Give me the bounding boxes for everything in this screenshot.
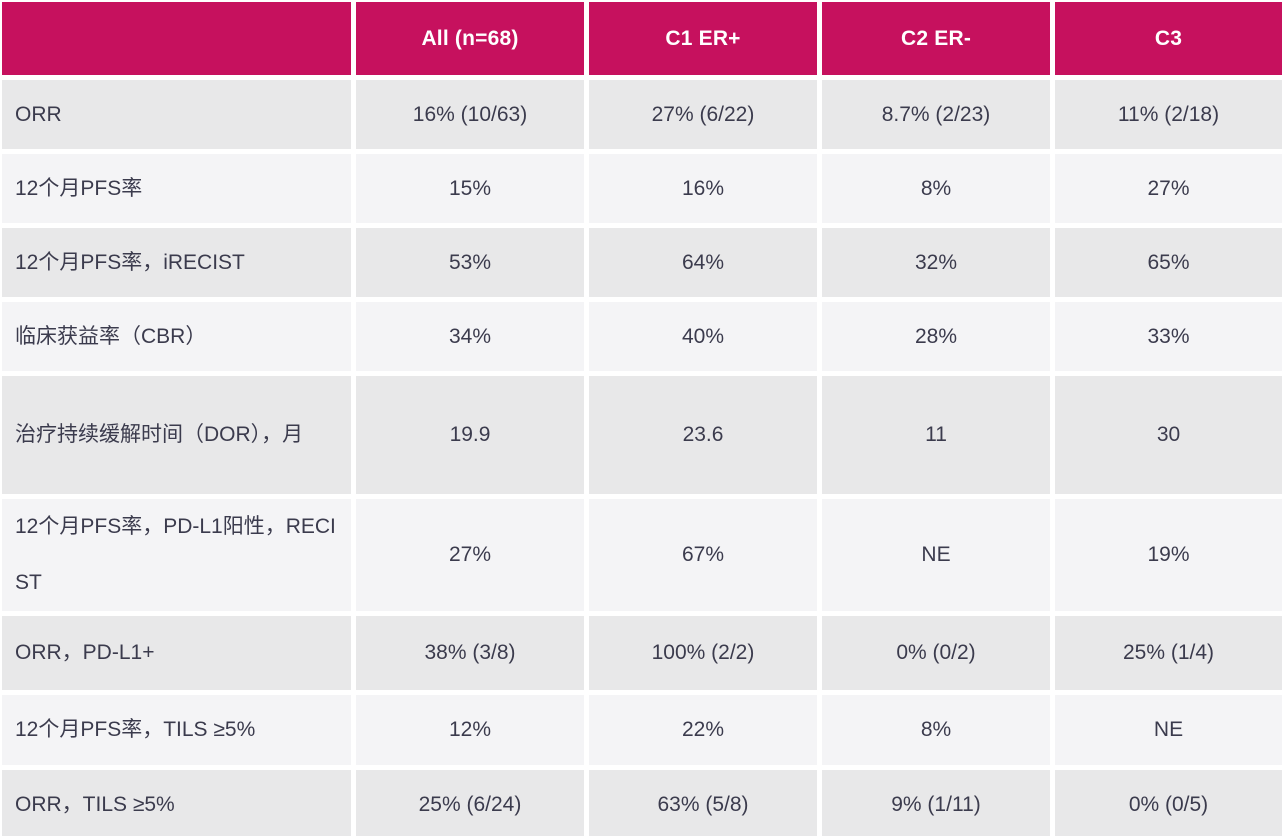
table-row: 临床获益率（CBR） 34% 40% 28% 33% xyxy=(2,302,1282,371)
cell-value: 40% xyxy=(589,302,817,371)
row-label: 12个月PFS率，iRECIST xyxy=(2,228,351,297)
cell-value: 0% (0/5) xyxy=(1055,770,1282,836)
header-row: All (n=68) C1 ER+ C2 ER- C3 xyxy=(2,2,1282,75)
cell-value: 8% xyxy=(822,154,1050,223)
table-row: 12个月PFS率，TILS ≥5% 12% 22% 8% NE xyxy=(2,695,1282,765)
cell-value: 65% xyxy=(1055,228,1282,297)
table-row: 12个月PFS率，PD-L1阳性，RECIST 27% 67% NE 19% xyxy=(2,499,1282,611)
cell-value: 64% xyxy=(589,228,817,297)
cell-value: 53% xyxy=(356,228,584,297)
cell-value: 23.6 xyxy=(589,376,817,494)
cell-value: 30 xyxy=(1055,376,1282,494)
cell-value: NE xyxy=(1055,695,1282,765)
cell-value: 28% xyxy=(822,302,1050,371)
cell-value: 16% (10/63) xyxy=(356,80,584,149)
cell-value: 22% xyxy=(589,695,817,765)
cell-value: 25% (1/4) xyxy=(1055,616,1282,690)
cell-value: 19.9 xyxy=(356,376,584,494)
cell-value: 19% xyxy=(1055,499,1282,611)
cell-value: 32% xyxy=(822,228,1050,297)
row-label: 临床获益率（CBR） xyxy=(2,302,351,371)
row-label: 12个月PFS率，PD-L1阳性，RECIST xyxy=(2,499,351,611)
column-header-c3: C3 xyxy=(1055,2,1282,75)
row-label: 12个月PFS率 xyxy=(2,154,351,223)
table-row: ORR，PD-L1+ 38% (3/8) 100% (2/2) 0% (0/2) 25%… xyxy=(2,616,1282,690)
cell-value: 16% xyxy=(589,154,817,223)
table-row: ORR 16% (10/63) 27% (6/22) 8.7% (2/23) 11% (… xyxy=(2,80,1282,149)
cell-value: 25% (6/24) xyxy=(356,770,584,836)
cell-value: 8.7% (2/23) xyxy=(822,80,1050,149)
cell-value: 8% xyxy=(822,695,1050,765)
cell-value: 11% (2/18) xyxy=(1055,80,1282,149)
cell-value: 11 xyxy=(822,376,1050,494)
cell-value: 100% (2/2) xyxy=(589,616,817,690)
cell-value: 27% xyxy=(356,499,584,611)
table-row: 治疗持续缓解时间（DOR），月 19.9 23.6 11 30 xyxy=(2,376,1282,494)
column-header-c1-er+: C1 ER+ xyxy=(589,2,817,75)
cell-value: 12% xyxy=(356,695,584,765)
cell-value: 9% (1/11) xyxy=(822,770,1050,836)
cell-value: 33% xyxy=(1055,302,1282,371)
cell-value: 63% (5/8) xyxy=(589,770,817,836)
cell-value: NE xyxy=(822,499,1050,611)
cell-value: 15% xyxy=(356,154,584,223)
row-label: 治疗持续缓解时间（DOR），月 xyxy=(2,376,351,494)
row-label: ORR xyxy=(2,80,351,149)
column-header-c2-er-: C2 ER- xyxy=(822,2,1050,75)
table-row: 12个月PFS率 15% 16% 8% 27% xyxy=(2,154,1282,223)
row-label: ORR，PD-L1+ xyxy=(2,616,351,690)
row-label: 12个月PFS率，TILS ≥5% xyxy=(2,695,351,765)
row-label: ORR，TILS ≥5% xyxy=(2,770,351,836)
cell-value: 67% xyxy=(589,499,817,611)
cell-value: 27% xyxy=(1055,154,1282,223)
cell-value: 27% (6/22) xyxy=(589,80,817,149)
cell-value: 38% (3/8) xyxy=(356,616,584,690)
corner-cell xyxy=(2,2,351,75)
cell-value: 0% (0/2) xyxy=(822,616,1050,690)
table-row: ORR，TILS ≥5% 25% (6/24) 63% (5/8) 9% (1/11)… xyxy=(2,770,1282,836)
column-header-all: All (n=68) xyxy=(356,2,584,75)
table-row: 12个月PFS率，iRECIST 53% 64% 32% 65% xyxy=(2,228,1282,297)
cell-value: 34% xyxy=(356,302,584,371)
